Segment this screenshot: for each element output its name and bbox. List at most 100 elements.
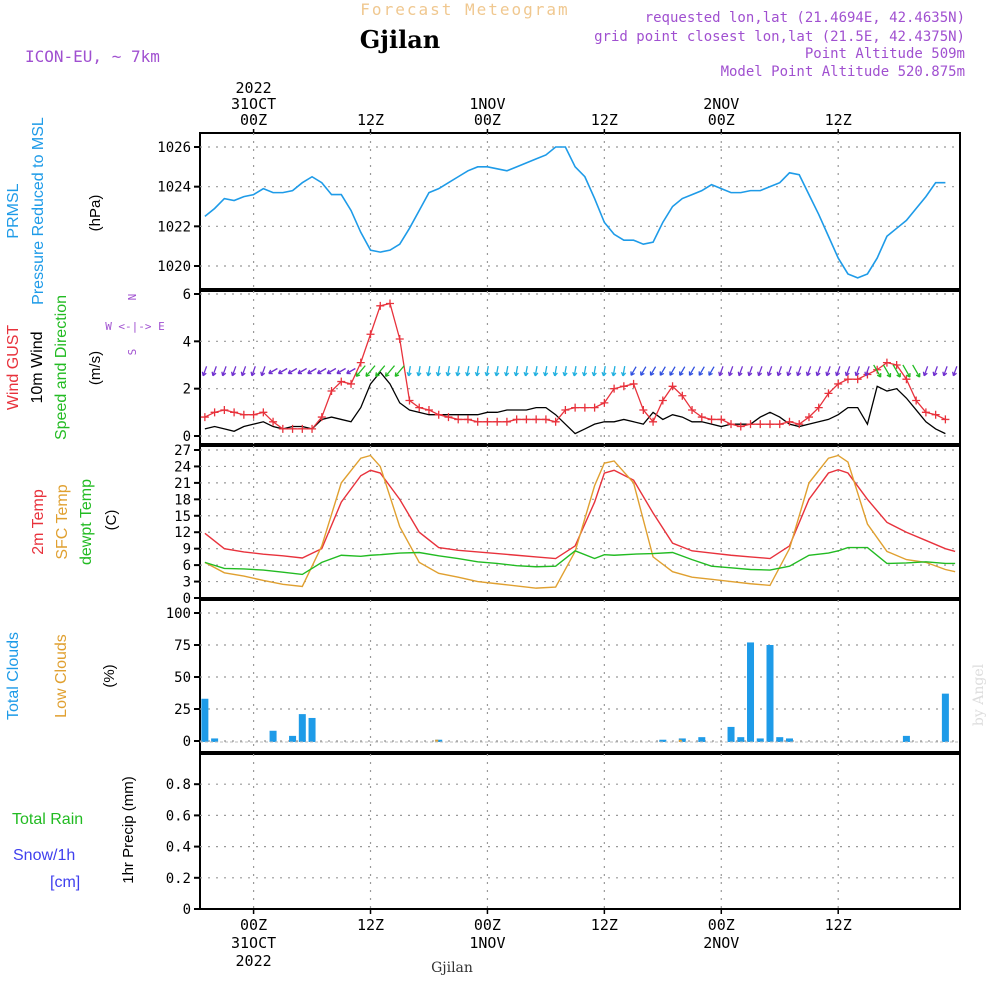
y-tick-label: 1020 <box>157 259 191 275</box>
model-altitude: Model Point Altitude 520.875m <box>721 64 965 80</box>
gust-marker <box>269 417 278 426</box>
gust-marker <box>843 375 852 384</box>
wind-direction-arrow <box>474 365 480 377</box>
wind-direction-arrow <box>902 364 911 378</box>
gust-marker <box>931 410 940 419</box>
panel-frame <box>199 290 961 445</box>
top-time-label: 00Z <box>474 111 501 129</box>
wind-direction-arrow <box>942 366 948 377</box>
point-altitude: Point Altitude 509m <box>805 46 965 62</box>
wind-direction-arrow <box>630 366 637 376</box>
temp-2m-line <box>204 468 956 560</box>
y-tick-label: 27 <box>174 443 191 459</box>
gust-marker <box>463 415 472 424</box>
panel-clouds: 0 25 50 75 100 Total Clouds Low Clouds (%) <box>5 599 961 753</box>
total-cloud-bar <box>902 735 910 742</box>
gust-marker <box>347 379 356 388</box>
total-cloud-bar <box>269 730 277 742</box>
wind-direction-arrow <box>346 367 356 375</box>
total-cloud-bar <box>678 738 686 742</box>
gust-marker <box>259 408 268 417</box>
top-time-label: 12Z <box>357 111 384 129</box>
low-cloud-bar <box>678 739 682 742</box>
total-cloud-bar <box>747 642 755 742</box>
gust-marker <box>522 415 531 424</box>
credit: by Angel <box>971 663 987 726</box>
gust-marker <box>444 413 453 422</box>
gust-marker <box>756 420 765 429</box>
gust-marker <box>483 417 492 426</box>
wind-direction-arrow <box>250 366 256 377</box>
gust-marker <box>678 391 687 400</box>
gust-marker <box>668 382 677 391</box>
y-tick-label: 50 <box>174 670 191 686</box>
y-tick-label: 3 <box>183 575 191 591</box>
gust-marker <box>512 415 521 424</box>
gust-marker <box>424 405 433 414</box>
gust-marker <box>434 410 443 419</box>
wind-direction-arrow <box>384 365 395 377</box>
y-tick-label: 2 <box>183 382 191 398</box>
bottom-time-label: 00Z <box>474 916 501 934</box>
wind-direction-arrow <box>494 365 500 377</box>
bottom-time-label: 31OCT <box>231 934 276 952</box>
wind-direction-arrow <box>708 366 715 376</box>
gust-marker <box>921 408 930 417</box>
wind-direction-arrow <box>854 366 861 377</box>
gust-marker <box>337 377 346 386</box>
y-tick-label: 24 <box>174 459 191 475</box>
total-cloud-bar <box>308 717 316 742</box>
wind-speed-line <box>204 371 946 435</box>
gust-marker <box>775 420 784 429</box>
y-tick-label: 0.4 <box>166 840 191 856</box>
panel-frame <box>199 132 961 290</box>
gust-marker <box>288 424 297 433</box>
bottom-time-label: 00Z <box>708 916 735 934</box>
y-tick-label: 75 <box>174 638 191 654</box>
wind-direction-arrow <box>316 367 327 375</box>
y-tick-label: 4 <box>183 334 191 350</box>
y-tick-label: 25 <box>174 702 191 718</box>
panel-precip: 0 0.2 0.4 0.6 0.8 Total Rain Snow/1h [cm] 1hr Pr… <box>12 753 961 918</box>
total-cloud-bar <box>289 735 297 742</box>
panel-side-label: PRMSL <box>5 183 22 238</box>
gust-marker <box>249 410 258 419</box>
wind-direction-arrow <box>591 365 597 377</box>
gust-marker <box>298 424 307 433</box>
gust-marker <box>366 330 375 339</box>
gust-marker <box>912 396 921 405</box>
panel-side-label: 10m Wind <box>29 331 46 403</box>
y-tick-label: 6 <box>183 558 191 574</box>
y-tick-label: 6 <box>183 287 191 303</box>
wind-direction-arrow <box>640 366 647 376</box>
y-tick-label: 0 <box>183 734 191 750</box>
total-cloud-bar <box>698 737 706 742</box>
panel-side-label: 2m Temp <box>30 489 47 555</box>
wind-direction-arrow <box>601 365 607 377</box>
total-cloud-bar <box>298 714 306 742</box>
gust-marker <box>736 422 745 431</box>
wind-direction-arrow <box>659 366 666 376</box>
gust-marker <box>727 420 736 429</box>
wind-direction-arrow <box>835 366 841 377</box>
wind-direction-arrow <box>260 366 266 377</box>
wind-direction-arrow <box>747 366 753 377</box>
panel-side-label: Wind GUST <box>5 325 22 411</box>
wind-direction-arrow <box>287 367 298 375</box>
compass-we: W <-|-> E <box>105 320 165 333</box>
gust-marker <box>746 420 755 429</box>
gust-marker <box>600 398 609 407</box>
panel-frame <box>199 445 961 599</box>
panels: 1020 1022 1024 1026 PRMSL Pressure Reduced to… <box>5 117 961 918</box>
wind-direction-arrow <box>572 365 578 377</box>
gust-marker <box>551 417 560 426</box>
wind-direction-arrow <box>365 365 376 377</box>
wind-direction-arrow <box>504 365 510 377</box>
gust-marker <box>649 417 658 426</box>
bottom-time-label: 2NOV <box>703 934 739 952</box>
wind-direction-arrow <box>844 366 851 377</box>
wind-direction-arrow <box>688 366 696 376</box>
total-cloud-bar <box>785 738 793 742</box>
